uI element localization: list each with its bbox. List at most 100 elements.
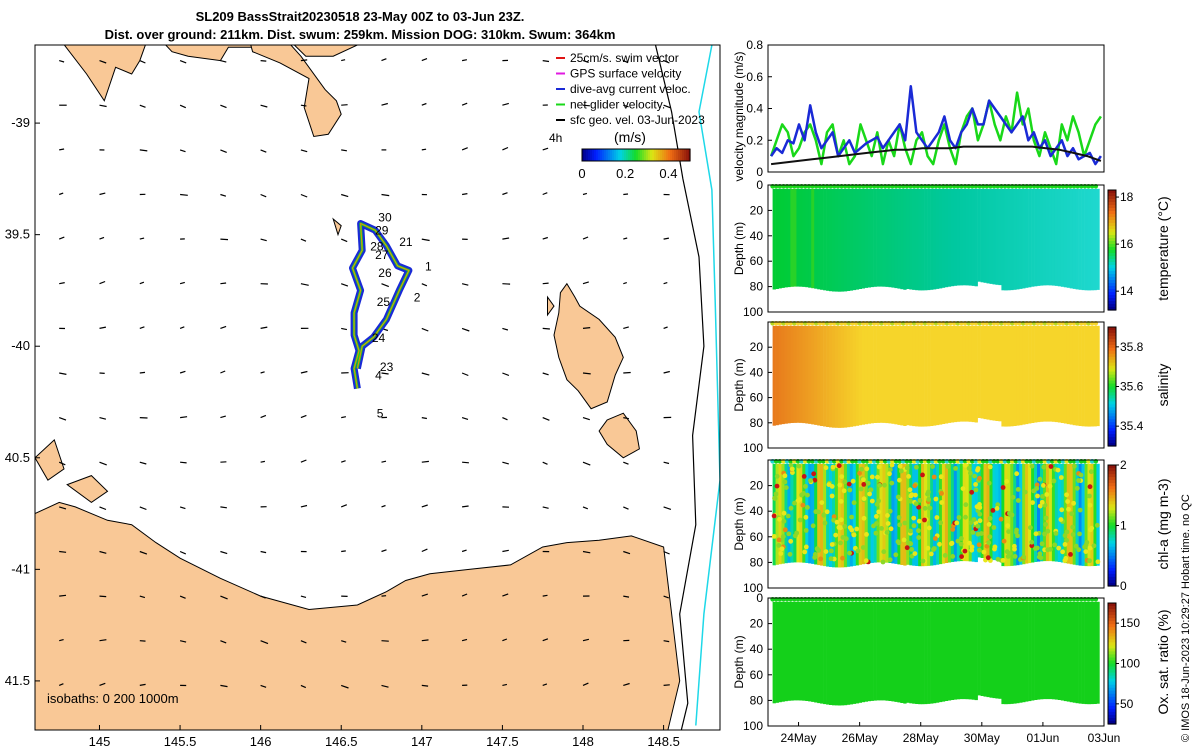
section-cbar-cell (1108, 425, 1116, 429)
section-cell (1090, 601, 1094, 705)
sfc-velocity-arrow (340, 684, 349, 689)
section-cell (1040, 601, 1044, 700)
map-cbar-cell (656, 149, 659, 161)
chl-sample-dot (828, 556, 834, 562)
section-cell (992, 188, 996, 285)
map-cbar-cell (584, 149, 587, 161)
sfc-velocity-arrow (623, 682, 630, 686)
section-cbar-cell (1108, 202, 1116, 206)
section-cbar-cell (1108, 558, 1116, 563)
sfc-velocity-arrow (542, 372, 549, 376)
chl-sample-dot (922, 505, 928, 511)
sfc-velocity-arrow (582, 281, 589, 285)
sfc-velocity-arrow (99, 682, 106, 686)
map-cbar-cell (684, 149, 687, 161)
chl-sample-dot (849, 514, 854, 520)
chl-sample-dot (774, 483, 780, 489)
section-cell (837, 463, 842, 568)
chl-sample-dot (857, 470, 862, 476)
section-cell (858, 325, 862, 426)
section-cell (1096, 601, 1100, 704)
oxygen-section-group (770, 597, 1100, 706)
chl-sample-dot (782, 527, 788, 533)
map-frame (34, 44, 721, 731)
map-cbar-cell (672, 149, 675, 161)
section-cbar-cell (1108, 392, 1116, 396)
section-cbar-cell (1108, 443, 1116, 447)
section-cell (867, 463, 871, 564)
section-cell (1013, 601, 1017, 704)
chl-sample-dot (776, 543, 782, 548)
section-cell (909, 601, 913, 704)
sfc-velocity-arrow (381, 460, 387, 463)
sfc-velocity-arrow (663, 282, 668, 285)
chl-sample-dot (1043, 522, 1048, 527)
section-cell (1075, 601, 1079, 704)
sfc-velocity-arrow (381, 372, 389, 375)
section-cell (962, 463, 966, 562)
section-cbar-cell (1108, 603, 1116, 607)
sfc-velocity-arrow (139, 550, 148, 555)
chl-sample-dot (998, 516, 1004, 522)
section-cell (1093, 188, 1097, 291)
section-cell (1063, 463, 1068, 564)
section-cell (897, 463, 901, 565)
chl-sample-dot (908, 541, 914, 547)
section-cbar-cell (1108, 226, 1116, 230)
map-cbar-cell (682, 149, 685, 161)
section-cell (876, 601, 880, 701)
map-x-tick-label: 147 (411, 734, 433, 749)
chl-sample-dot (1005, 554, 1011, 559)
map-cbar-cell (582, 149, 585, 161)
section-cbar-cell (1108, 404, 1116, 408)
section-cell (947, 325, 952, 423)
chl-sample-dot (1015, 533, 1020, 539)
section-cbar-cell (1108, 690, 1116, 695)
sfc-velocity-arrow (260, 238, 267, 242)
chl-sample-dot (833, 532, 839, 538)
map-cbar-cell (596, 149, 599, 161)
section-cell (1010, 188, 1014, 291)
section-cell (921, 463, 925, 567)
chl-a-section-group (770, 459, 1101, 568)
map-cbar-cell (664, 149, 667, 161)
chl-sample-dot (1012, 554, 1018, 559)
chl-sample-dot (1012, 546, 1017, 552)
chl-sample-dot (1045, 528, 1051, 534)
section-cell (930, 463, 934, 566)
chl-sample-dot (801, 491, 806, 496)
section-cell (1096, 325, 1100, 427)
section-cbar-cell (1108, 205, 1116, 209)
section-cell (1090, 188, 1094, 291)
cape-barren-island (598, 412, 640, 459)
section-cell (852, 601, 857, 704)
sfc-velocity-arrow (623, 550, 631, 555)
section-cell (1045, 188, 1050, 286)
section-cbar-cell (1108, 624, 1116, 628)
chl-sample-dot (785, 513, 791, 519)
sfc-velocity-arrow (421, 639, 429, 642)
section-cell (1043, 601, 1047, 700)
sfc-velocity-arrow (663, 60, 670, 64)
section-cbar-cell (1108, 374, 1116, 379)
chl-sample-dot (803, 544, 809, 550)
section-cell (1066, 463, 1070, 564)
sfc-velocity-arrow (341, 460, 346, 463)
sfc-velocity-arrow (59, 506, 67, 510)
map-y-tick-label: -39 (11, 115, 30, 130)
sfc-velocity-arrow (421, 417, 428, 420)
corner-inlet (293, 45, 359, 57)
map-cbar-cell (658, 149, 661, 161)
section-cell (861, 325, 865, 425)
victoria-coast-west (63, 45, 269, 102)
chl-sample-dot (783, 485, 789, 490)
section-cbar-cell (1108, 330, 1116, 334)
sfc-velocity-arrow (663, 461, 670, 465)
section-y-axis-label: Depth (m) (732, 222, 746, 275)
sfc-velocity-arrow (260, 640, 269, 645)
map-cbar-cell (654, 149, 657, 161)
sfc-velocity-arrow (663, 640, 670, 643)
section-cell (811, 325, 815, 425)
chl-sample-dot (811, 471, 817, 477)
chl-sample-dot (966, 466, 972, 471)
